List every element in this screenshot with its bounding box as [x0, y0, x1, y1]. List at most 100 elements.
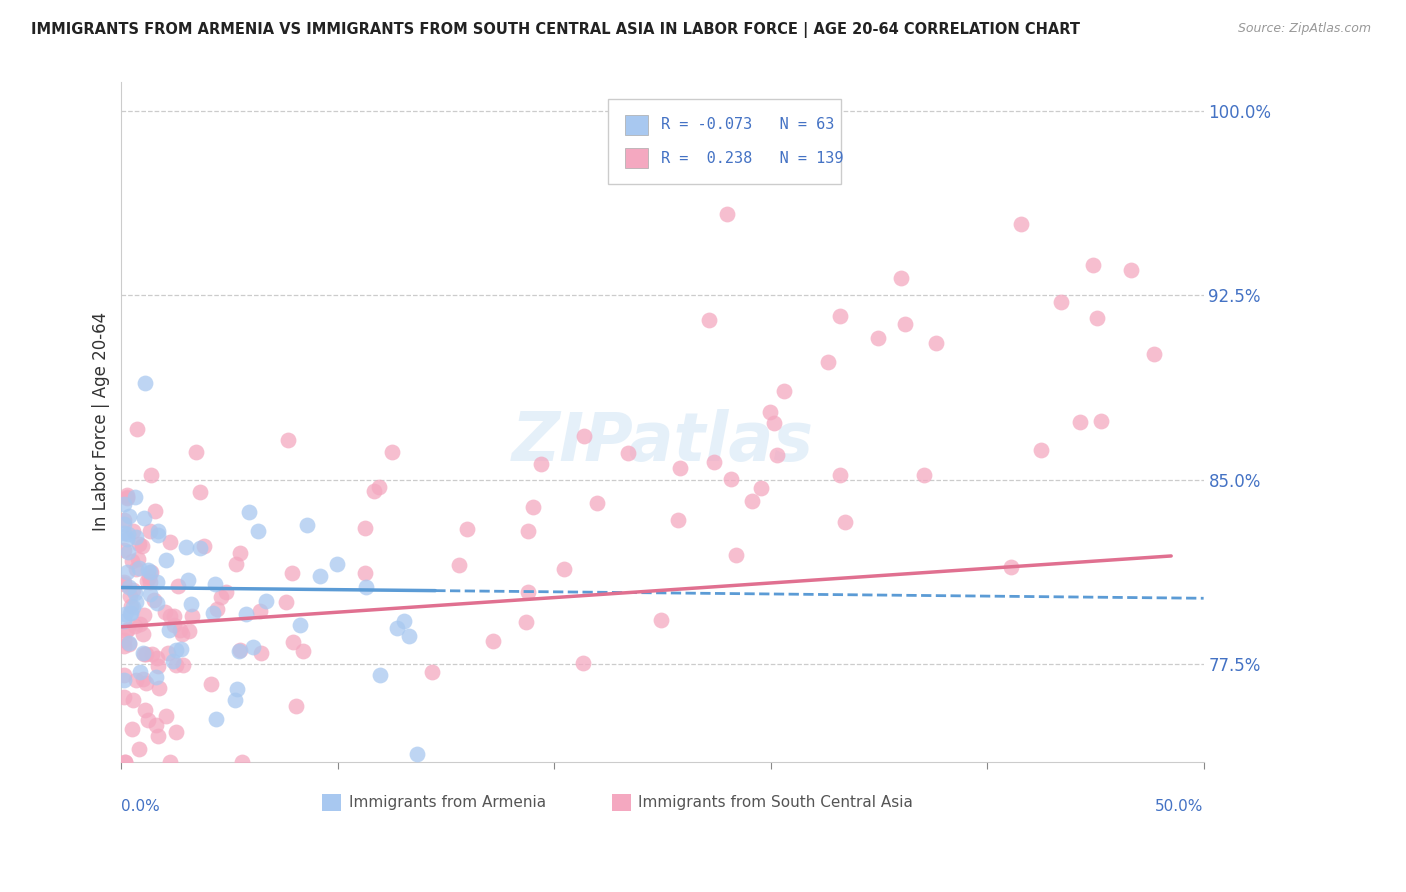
Point	[128, 537, 150, 551]
Point	[405, 747, 427, 762]
Point	[188, 484, 211, 499]
Point	[186, 445, 208, 459]
Point	[515, 615, 537, 630]
Point	[283, 634, 305, 648]
FancyBboxPatch shape	[322, 795, 342, 812]
Point	[134, 703, 156, 717]
Point	[122, 693, 145, 707]
Point	[368, 667, 391, 681]
Text: 0.0%: 0.0%	[121, 799, 160, 814]
Point	[572, 656, 595, 670]
Point	[225, 557, 247, 571]
Point	[125, 422, 148, 436]
Point	[894, 317, 917, 331]
Point	[309, 569, 332, 583]
Point	[925, 336, 948, 351]
FancyBboxPatch shape	[624, 148, 648, 169]
Point	[228, 644, 250, 658]
Point	[398, 629, 420, 643]
FancyBboxPatch shape	[609, 99, 841, 184]
Point	[766, 449, 789, 463]
Point	[249, 646, 271, 660]
Point	[169, 624, 191, 638]
Point	[132, 607, 155, 622]
Point	[148, 524, 170, 538]
Point	[834, 515, 856, 529]
Point	[146, 651, 169, 665]
Point	[363, 484, 385, 499]
Point	[162, 617, 184, 632]
Point	[118, 508, 141, 523]
Point	[229, 642, 252, 657]
Point	[135, 676, 157, 690]
Point	[125, 673, 148, 687]
Point	[235, 607, 257, 621]
Point	[115, 490, 138, 504]
Point	[353, 521, 375, 535]
Point	[1085, 311, 1108, 326]
Point	[254, 593, 277, 607]
Point	[121, 583, 143, 598]
Point	[292, 643, 315, 657]
Point	[112, 614, 135, 628]
Point	[214, 584, 236, 599]
Point	[200, 677, 222, 691]
Point	[114, 607, 136, 621]
Point	[354, 580, 377, 594]
Point	[124, 619, 146, 633]
Point	[517, 524, 540, 538]
Point	[703, 455, 725, 469]
Point	[159, 535, 181, 549]
FancyBboxPatch shape	[624, 114, 648, 135]
Point	[112, 632, 135, 647]
Point	[128, 665, 150, 679]
Point	[131, 539, 153, 553]
Point	[165, 725, 187, 739]
Point	[112, 496, 135, 510]
Point	[354, 566, 377, 580]
Point	[1143, 347, 1166, 361]
Point	[326, 557, 349, 571]
Point	[112, 516, 135, 531]
Point	[112, 668, 135, 682]
Point	[242, 640, 264, 654]
Point	[138, 586, 160, 600]
Point	[134, 376, 156, 390]
Point	[772, 384, 794, 399]
Point	[1081, 258, 1104, 272]
Point	[120, 599, 142, 613]
Point	[132, 647, 155, 661]
Text: IMMIGRANTS FROM ARMENIA VS IMMIGRANTS FROM SOUTH CENTRAL ASIA IN LABOR FORCE | A: IMMIGRANTS FROM ARMENIA VS IMMIGRANTS FR…	[31, 22, 1080, 38]
Point	[132, 646, 155, 660]
Point	[720, 472, 742, 486]
Point	[177, 573, 200, 587]
Point	[121, 554, 143, 568]
Point	[148, 659, 170, 673]
Point	[246, 524, 269, 539]
Point	[127, 552, 149, 566]
Point	[148, 681, 170, 695]
Point	[122, 524, 145, 539]
Point	[530, 457, 553, 471]
Point	[129, 617, 152, 632]
Point	[112, 577, 135, 591]
Point	[128, 561, 150, 575]
Point	[117, 526, 139, 541]
Point	[912, 467, 935, 482]
Point	[585, 496, 607, 510]
Point	[828, 467, 851, 482]
Point	[117, 622, 139, 636]
Point	[132, 627, 155, 641]
Point	[226, 681, 249, 696]
Point	[124, 531, 146, 545]
Text: Immigrants from South Central Asia: Immigrants from South Central Asia	[638, 795, 912, 810]
Point	[136, 574, 159, 588]
Point	[170, 627, 193, 641]
Point	[669, 461, 692, 475]
Point	[124, 595, 146, 609]
Point	[155, 553, 177, 567]
Point	[231, 755, 253, 769]
Point	[482, 634, 505, 648]
Point	[238, 505, 260, 519]
Point	[422, 665, 444, 680]
